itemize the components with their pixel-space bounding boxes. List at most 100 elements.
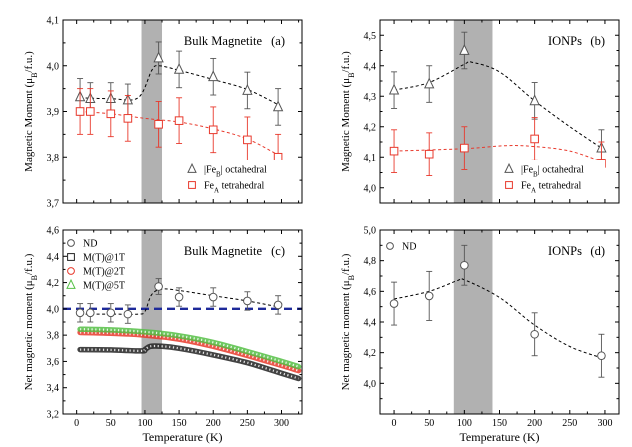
data-point xyxy=(529,94,540,106)
data-point xyxy=(86,107,95,116)
y-tick-label: 3,9 xyxy=(47,107,60,118)
series-0 xyxy=(389,244,606,378)
legend-marker xyxy=(67,267,75,275)
y-axis-label: Net magnetic moment (μB/f.u.) xyxy=(340,253,356,390)
data-point xyxy=(106,109,116,119)
data-point xyxy=(123,309,133,319)
data-point xyxy=(75,107,85,116)
y-tick-label: 3,8 xyxy=(47,331,60,342)
legend-marker xyxy=(505,181,513,189)
y-tick-label: 5,0 xyxy=(364,226,377,237)
legend-label-main: Fe xyxy=(204,181,215,192)
data-point xyxy=(272,100,284,112)
y-tick-label: 3,8 xyxy=(47,153,60,164)
data-point xyxy=(273,152,283,162)
series-2 xyxy=(77,329,302,374)
panel-title: IONPs xyxy=(548,244,582,258)
x-tick-label: 150 xyxy=(492,418,507,429)
y-tick-label: 4,5 xyxy=(364,31,377,42)
guide-line xyxy=(80,65,279,106)
series-0 xyxy=(75,278,283,324)
data-point xyxy=(86,308,95,318)
y-tick-label: 4,6 xyxy=(47,226,60,237)
x-tick-label: 0 xyxy=(392,418,397,429)
y-tick-label: 4,0 xyxy=(47,304,60,315)
y-axis-label: Net magnetic moment (μB/f.u.) xyxy=(23,253,39,390)
data-point xyxy=(75,308,85,318)
y-tick-label: 4,8 xyxy=(364,256,377,267)
legend-label: FeA tetrahedral xyxy=(204,181,265,195)
data-point xyxy=(154,282,163,291)
legend-label: FeA tetrahedral xyxy=(521,181,582,195)
y-tick-label: 4,4 xyxy=(47,252,60,263)
data-point xyxy=(459,43,470,55)
x-tick-label: 250 xyxy=(562,418,577,429)
x-tick-label: 300 xyxy=(597,418,612,429)
x-tick-label: 50 xyxy=(424,418,434,429)
x-tick-label: 50 xyxy=(106,418,116,429)
plot-area xyxy=(388,20,607,203)
data-point xyxy=(174,292,184,302)
measured-curve-markers xyxy=(80,344,299,380)
data-point xyxy=(153,51,164,63)
panel-3: 4,0 4,2 4,4 4,6 4,8 5,0 0 50 100 150 200 250 300 Temp… xyxy=(340,226,620,444)
legend-label-main: Fe xyxy=(521,181,532,192)
shaded-transition-band xyxy=(141,230,163,414)
measured-curve-markers xyxy=(80,331,299,372)
y-tick-label: 4,0 xyxy=(364,379,377,390)
legend-label-subscript: A xyxy=(214,187,219,195)
legend-label-subscript: B xyxy=(216,171,221,179)
y-tick-label: 4,1 xyxy=(364,153,377,164)
guide-line xyxy=(394,145,602,163)
data-point xyxy=(173,62,185,74)
legend-label-subscript: B xyxy=(533,171,538,179)
panel-2: 3,2 3,4 3,6 3,8 4,0 4,2 4,4 4,6 0 50 100 150 200 250 3… xyxy=(23,226,303,444)
y-tick-label: 4,0 xyxy=(364,183,377,194)
series-3 xyxy=(77,326,302,370)
data-point xyxy=(208,125,218,135)
data-point xyxy=(123,114,133,123)
y-tick-label: 4,2 xyxy=(47,278,60,289)
legend-label: M(T)@1T xyxy=(83,253,125,264)
y-tick-label: 3,6 xyxy=(47,357,60,368)
legend-label: |FeB| octahedral xyxy=(521,165,584,179)
legend-label-subscript: A xyxy=(531,187,536,195)
x-tick-label: 200 xyxy=(206,418,221,429)
legend-marker xyxy=(504,162,514,173)
y-tick-label: 4,4 xyxy=(364,318,377,329)
plot-area xyxy=(74,20,284,203)
plot-frame xyxy=(379,229,620,415)
legend-label-rest: | octahedral xyxy=(221,165,267,176)
legend: |FeB| octahedral FeA tetrahedral xyxy=(182,160,288,195)
guide-line xyxy=(393,60,602,149)
data-point xyxy=(243,135,252,145)
data-point xyxy=(460,143,469,153)
data-point xyxy=(460,260,469,270)
data-point xyxy=(530,134,539,144)
measured-curve-markers xyxy=(80,328,299,368)
legend-label: |FeB| octahedral xyxy=(204,165,267,179)
x-tick-label: 100 xyxy=(457,418,472,429)
legend-label-rest: tetrahedral xyxy=(219,181,264,192)
plot-area xyxy=(389,230,606,414)
y-tick-label: 4,2 xyxy=(364,348,377,359)
legend-label: ND xyxy=(402,242,416,253)
data-point xyxy=(243,296,252,306)
data-point xyxy=(106,308,116,318)
data-point xyxy=(597,351,606,361)
legend-marker xyxy=(67,253,75,261)
legend: ND xyxy=(386,242,416,253)
panel-1: 4,0 4,1 4,2 4,3 4,4 4,5 Magnetic Moment (μB/f.… xyxy=(340,19,620,204)
y-tick-label: 4,2 xyxy=(364,122,377,133)
x-tick-label: 0 xyxy=(74,418,79,429)
guide-line xyxy=(393,277,606,360)
legend-background xyxy=(182,160,288,192)
legend: ND M(T)@1T M(T)@2T M(T)@5T xyxy=(66,239,125,292)
y-tick-label: 3,7 xyxy=(47,199,60,210)
legend-label: M(T)@2T xyxy=(83,267,125,278)
data-point xyxy=(389,299,399,308)
data-point xyxy=(174,116,184,125)
data-point xyxy=(208,292,218,302)
panel-letter: (c) xyxy=(271,244,285,258)
